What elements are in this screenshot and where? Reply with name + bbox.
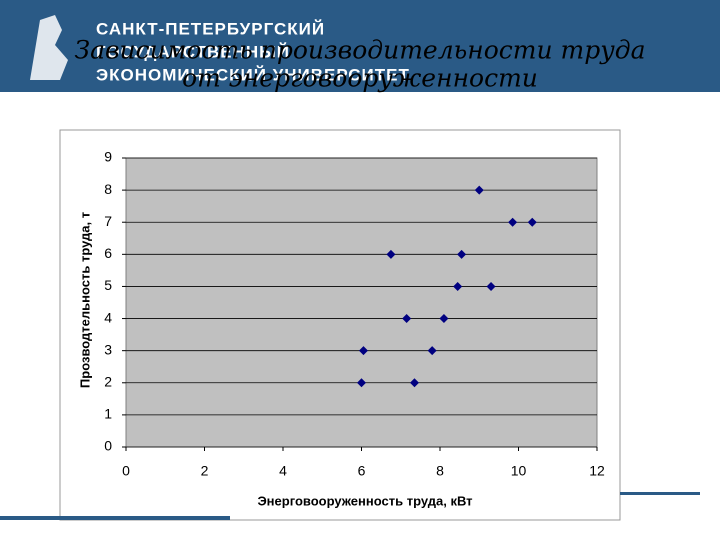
x-tick-label: 2: [201, 463, 209, 479]
point: [453, 281, 463, 291]
y-tick-label: 5: [104, 277, 112, 293]
x-tick-label: 4: [279, 463, 287, 479]
x-tick-label: 0: [122, 463, 130, 479]
point: [386, 249, 396, 259]
y-tick-label: 0: [104, 438, 112, 454]
point: [508, 217, 518, 227]
plot-area: [125, 157, 598, 448]
point: [357, 378, 366, 388]
point: [439, 314, 449, 324]
x-tick-label: 6: [358, 463, 366, 479]
point: [358, 346, 368, 356]
point: [474, 185, 484, 195]
point: [427, 346, 437, 356]
point: [409, 378, 419, 388]
slide-title: от энерговооруженности: [182, 64, 538, 93]
x-tick-label: 12: [589, 463, 605, 479]
point: [527, 217, 537, 227]
y-tick-label: 7: [104, 213, 112, 229]
university-line: ЭКОНОМИЧЕСКИЙ УНИВЕРСИТЕТ: [96, 65, 410, 84]
y-tick-label: 8: [104, 181, 112, 197]
point: [457, 249, 467, 259]
logo: [30, 15, 68, 80]
x-tick-label: 8: [436, 463, 444, 479]
footer-line: [620, 492, 700, 495]
footer-line: [0, 516, 230, 520]
y-tick-label: 1: [104, 406, 112, 422]
y-tick-label: 4: [104, 309, 112, 325]
y-tick-label: 2: [104, 373, 112, 389]
y-axis-label: Прозводтельность труда, т: [77, 212, 92, 388]
y-tick-label: 6: [104, 245, 112, 261]
header-band: [0, 0, 720, 92]
y-tick-label: 3: [104, 341, 112, 357]
slide-title: Зависимость производительности труда: [75, 36, 646, 65]
point: [486, 281, 496, 291]
x-tick-label: 10: [511, 463, 527, 479]
university-line: ГОСУДАРСТВЕННЫЙ: [96, 42, 290, 61]
x-axis-label: Энерговооруженность труда, кВт: [257, 493, 472, 508]
point: [402, 314, 412, 324]
university-line: САНКТ-ПЕТЕРБУРГСКИЙ: [96, 19, 325, 38]
y-tick-label: 9: [104, 149, 112, 165]
